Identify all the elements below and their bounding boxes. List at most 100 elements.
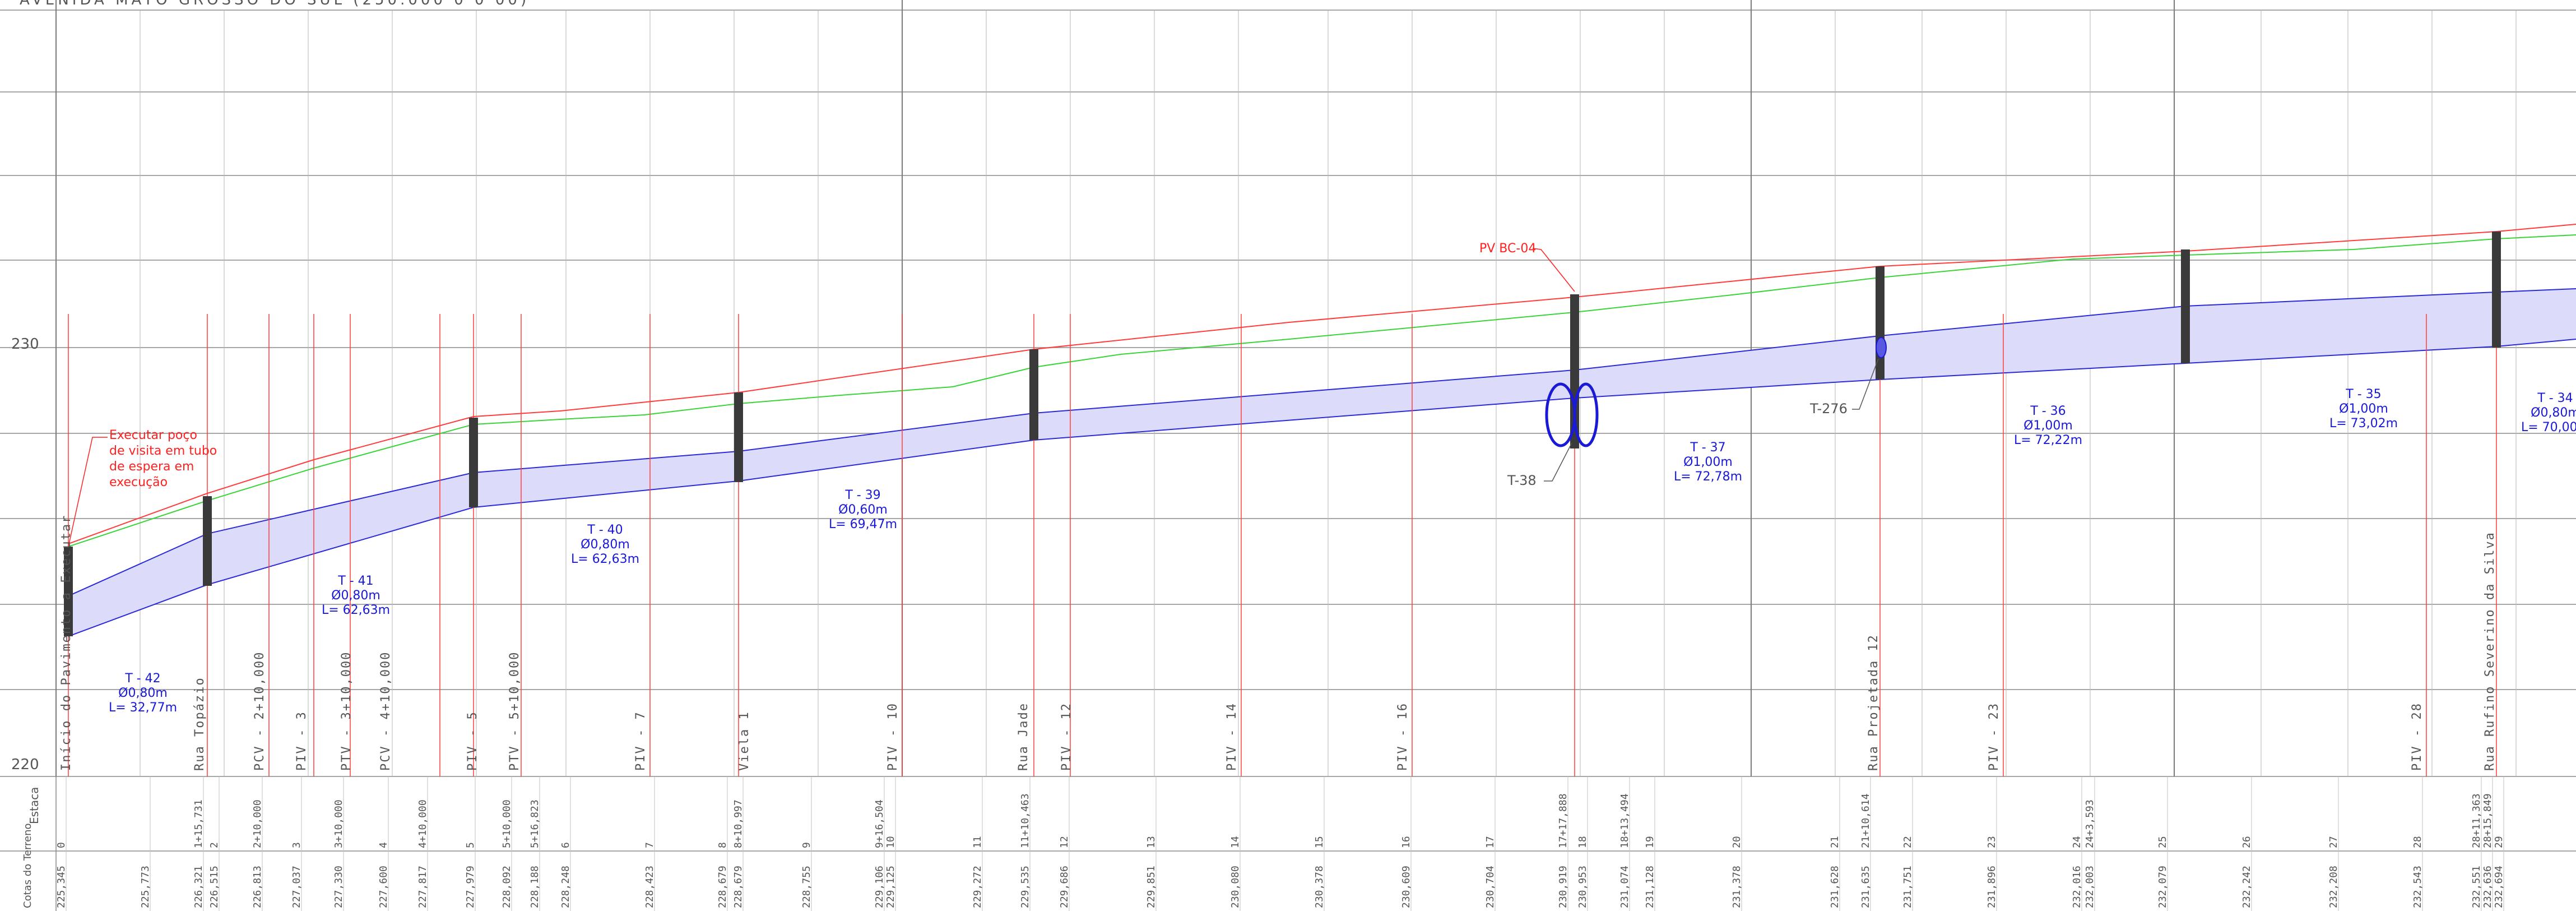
station-estaca: 16 (1400, 836, 1412, 848)
station-cota: 232,208 (2328, 866, 2340, 908)
station-cota: 227,979 (465, 866, 476, 908)
station-cota: 231,628 (1829, 866, 1841, 908)
station-estaca: 13 (1145, 836, 1157, 848)
station-vertical-label: Rua Topázio (193, 677, 207, 771)
station-cota: 232,636 (2482, 866, 2494, 908)
station-estaca: 27 (2328, 836, 2340, 848)
station-estaca: 18+13,494 (1619, 793, 1631, 848)
station-cota: 231,128 (1644, 866, 1656, 908)
manhole-pv (734, 392, 743, 482)
table-row-label-cotas: Cotas do Terreno (22, 823, 34, 908)
station-cota: 229,535 (1019, 866, 1031, 908)
station-vertical-label: Rua Projetada 12 (1867, 634, 1881, 771)
pipe-segment-label: Ø0,80m (2531, 406, 2576, 420)
station-estaca: 8+10,997 (732, 799, 744, 848)
pv-bc04-leader (1532, 248, 1575, 292)
pipe-segment-label: Ø1,00m (2339, 402, 2388, 416)
station-cota: 229,686 (1059, 866, 1070, 908)
station-estaca: 22 (1902, 836, 1914, 848)
station-estaca: 6 (560, 842, 572, 848)
station-cota: 232,242 (2241, 866, 2253, 908)
labels: AVENIDA MATO GROSSO DO SUL (250.000 0 0 … (11, 0, 2576, 773)
station-cota: 228,679 (732, 866, 744, 908)
station-estaca: 28+11,363 (2471, 793, 2482, 848)
pipe-segment-label: L= 32,77m (109, 701, 177, 715)
station-cota: 230,919 (1557, 866, 1569, 908)
station-vertical-label: PIV - 7 (634, 711, 648, 771)
station-cota: 226,321 (193, 866, 205, 908)
t276-leader (1852, 358, 1879, 410)
station-cota: 231,074 (1619, 866, 1631, 908)
station-vertical-label: PCV - 4+10,000 (379, 651, 393, 771)
pipe-segment-label: Ø0,80m (331, 589, 380, 603)
station-vertical-label: PIV - 5 (466, 711, 480, 771)
executar-note-line: de espera em (109, 460, 194, 474)
pipe-section-ellipse (1573, 382, 1599, 447)
station-estaca: 28+15,849 (2482, 793, 2494, 848)
executar-note-line: execução (109, 475, 168, 489)
station-cota: 225,345 (55, 866, 67, 908)
station-estaca: 3 (291, 842, 303, 848)
station-vertical-label: PIV - 3 (295, 711, 309, 771)
station-cota: 230,609 (1400, 866, 1412, 908)
pipe-profile (68, 288, 2576, 637)
table-row-label-estaca: Estaca (27, 787, 41, 824)
station-cota: 232,551 (2471, 866, 2482, 908)
station-cota: 227,600 (378, 866, 389, 908)
t38-leader (1544, 442, 1572, 482)
station-cota: 229,125 (885, 866, 897, 908)
pipe-segment-label: T - 34 (2537, 391, 2573, 405)
pipe-segment-label: L= 72,78m (1674, 470, 1742, 484)
station-cota: 232,543 (2412, 866, 2424, 908)
station-vertical-label: PTV - 3+10,000 (340, 651, 354, 771)
station-estaca: 8 (717, 842, 728, 848)
executar-leader (68, 437, 108, 547)
pipe-section-ellipse (1876, 337, 1887, 358)
pipe-crown-line (68, 288, 2576, 596)
station-cota: 228,679 (717, 866, 728, 908)
executar-note-line: Executar poço (109, 428, 197, 442)
station-cota: 229,272 (972, 866, 983, 908)
station-cota: 230,704 (1484, 866, 1496, 908)
pipe-segment-label: T - 37 (1690, 441, 1725, 455)
header-title: AVENIDA MATO GROSSO DO SUL (250.000 0 0 … (20, 0, 530, 8)
pipe-segment-label: L= 73,02m (2329, 417, 2398, 431)
manholes (64, 232, 2501, 636)
station-estaca: 24+3,593 (2084, 799, 2096, 848)
station-cota: 227,330 (333, 866, 345, 908)
station-estaca: 5+16,823 (529, 799, 541, 848)
station-vertical-label: PTV - 5+10,000 (508, 651, 522, 771)
station-estaca: 21+10,614 (1860, 793, 1872, 848)
pipe-segment-label: L= 69,47m (829, 517, 897, 531)
station-cota: 228,755 (801, 866, 813, 908)
station-estaca: 26 (2241, 836, 2253, 848)
station-cota: 230,953 (1577, 866, 1589, 908)
station-estaca: 24 (2071, 836, 2083, 848)
station-estaca: 29 (2493, 836, 2505, 848)
t276-label: T-276 (1809, 401, 1848, 417)
station-cota: 226,813 (252, 866, 263, 908)
station-cota: 231,751 (1902, 866, 1914, 908)
station-estaca: 11+10,463 (1019, 793, 1031, 848)
station-estaca: 5 (465, 842, 476, 848)
station-cota: 228,423 (644, 866, 656, 908)
pipe-segment-label: L= 62,63m (322, 603, 390, 617)
station-cota: 232,003 (2084, 866, 2096, 908)
station-vertical-label: PIV - 12 (1060, 702, 1074, 771)
pipe-segment-label: Ø0,80m (581, 538, 630, 552)
station-estaca: 7 (644, 842, 656, 848)
pipe-segment-label: Ø0,80m (118, 686, 168, 700)
station-estaca: 5+10,000 (501, 799, 513, 848)
manhole-pv (2181, 249, 2190, 363)
station-estaca: 28 (2412, 836, 2424, 848)
station-cota: 226,515 (208, 866, 220, 908)
pipe-segment-label: L= 72,22m (2014, 433, 2082, 447)
station-cota: 227,817 (417, 866, 429, 908)
pipe-segment-label: T - 41 (337, 574, 373, 588)
station-estaca: 9+16,504 (874, 799, 885, 848)
pipe-segment-label: T - 42 (124, 672, 160, 686)
station-estaca: 21 (1829, 836, 1841, 848)
station-cota: 228,248 (560, 866, 572, 908)
